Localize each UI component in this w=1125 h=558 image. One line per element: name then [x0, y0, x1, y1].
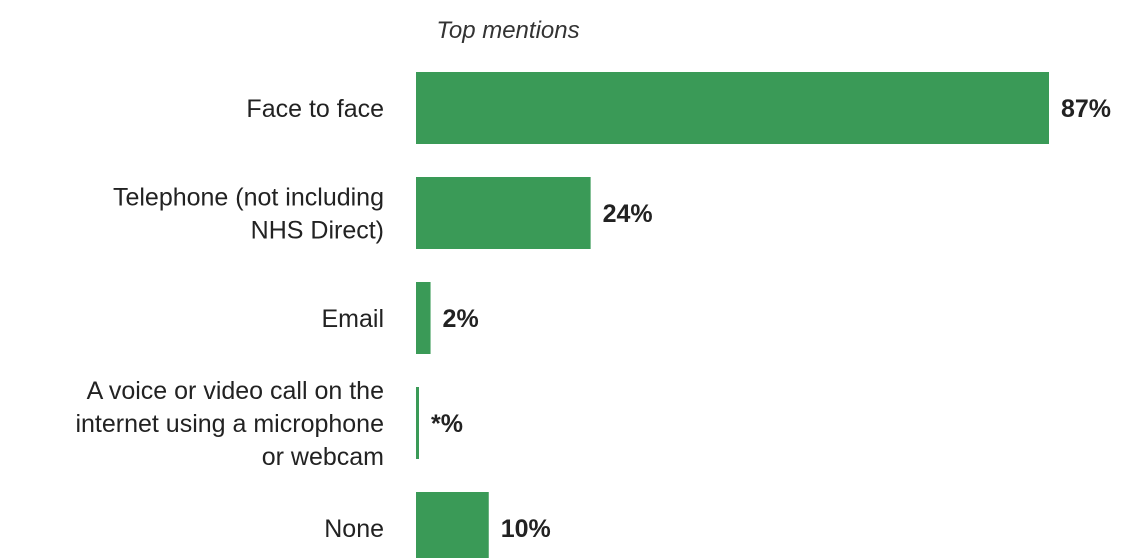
bar-0	[416, 72, 1049, 144]
chart-title: Top mentions	[436, 17, 579, 44]
category-label-line: NHS Direct)	[251, 217, 384, 245]
value-label-3: *%	[431, 410, 463, 438]
category-label-2: Email	[321, 305, 384, 333]
category-label-3: A voice or video call on the internet usi…	[75, 377, 384, 471]
bar-4	[416, 492, 489, 558]
value-label-4: 10%	[501, 515, 551, 543]
bar-2	[416, 282, 431, 354]
bars-layer: Face to face 87% Telephone (not including N…	[75, 72, 1111, 558]
category-label-0: Face to face	[246, 95, 384, 123]
category-label-line: None	[324, 515, 384, 543]
category-label-4: None	[324, 515, 384, 543]
category-label-line: A voice or video call on the	[87, 377, 384, 405]
value-label-1: 24%	[603, 200, 653, 228]
value-label-0: 87%	[1061, 95, 1111, 123]
bar-3	[416, 387, 419, 459]
category-label-line: Telephone (not including	[113, 184, 384, 212]
category-label-line: internet using a microphone	[75, 410, 384, 438]
bar-1	[416, 177, 591, 249]
category-label-1: Telephone (not including NHS Direct)	[113, 184, 384, 245]
category-label-line: Face to face	[246, 95, 384, 123]
category-label-line: Email	[321, 305, 384, 333]
value-label-2: 2%	[443, 305, 479, 333]
category-label-line: or webcam	[262, 443, 384, 471]
